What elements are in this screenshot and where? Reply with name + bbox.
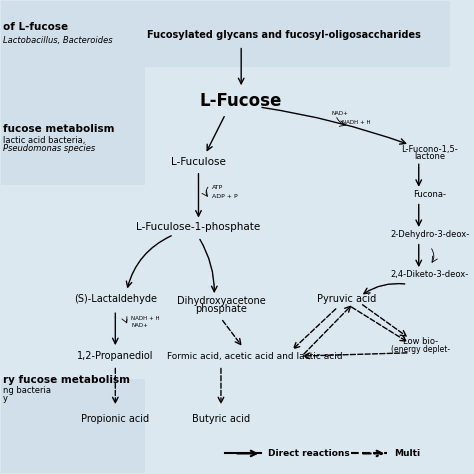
Text: ry fucose metabolism: ry fucose metabolism	[3, 375, 130, 385]
Text: 2-Dehydro-3-deox-: 2-Dehydro-3-deox-	[391, 230, 470, 239]
Text: Butyric acid: Butyric acid	[192, 414, 250, 424]
Text: Fucosylated glycans and fucosyl-oligosaccharides: Fucosylated glycans and fucosyl-oligosac…	[147, 30, 421, 40]
Text: (S)-Lactaldehyde: (S)-Lactaldehyde	[74, 294, 157, 304]
Text: (energy deplet-: (energy deplet-	[392, 345, 451, 354]
Text: Multi: Multi	[394, 449, 420, 458]
Text: Dihydroxyacetone: Dihydroxyacetone	[177, 296, 265, 306]
Text: ng bacteria: ng bacteria	[3, 386, 51, 395]
Text: lactone: lactone	[414, 152, 446, 161]
Text: 2,4-Diketo-3-deox-: 2,4-Diketo-3-deox-	[391, 270, 469, 279]
Bar	[0, 67, 145, 185]
Text: Fucona-: Fucona-	[413, 190, 447, 199]
Text: y: y	[3, 394, 8, 403]
Text: fucose metabolism: fucose metabolism	[3, 124, 114, 134]
Text: phosphate: phosphate	[195, 304, 247, 314]
Text: of L-fucose: of L-fucose	[3, 22, 68, 32]
Text: L-Fucono-1,5-: L-Fucono-1,5-	[401, 145, 458, 154]
Text: Direct reactions: Direct reactions	[268, 449, 350, 458]
Text: L-Fuculose-1-phosphate: L-Fuculose-1-phosphate	[137, 222, 261, 232]
Text: NAD+: NAD+	[332, 110, 348, 116]
Text: ATP: ATP	[212, 185, 223, 190]
Text: Formic acid, acetic acid and lactic acid: Formic acid, acetic acid and lactic acid	[167, 352, 343, 361]
Text: Pyruvic acid: Pyruvic acid	[317, 294, 376, 304]
Text: ADP + P: ADP + P	[212, 194, 237, 200]
Text: L-Fucose: L-Fucose	[200, 92, 283, 110]
Text: NAD+: NAD+	[131, 323, 148, 328]
Text: Low bio-: Low bio-	[403, 337, 438, 346]
Text: NADH + H: NADH + H	[131, 316, 160, 321]
Text: Pseudomonas species: Pseudomonas species	[3, 144, 95, 153]
Text: 1,2-Propanediol: 1,2-Propanediol	[77, 351, 154, 361]
Bar	[0, 379, 145, 474]
Text: lactic acid bacteria,: lactic acid bacteria,	[3, 136, 88, 145]
Bar	[0, 0, 450, 67]
Text: Propionic acid: Propionic acid	[81, 414, 149, 424]
Text: Lactobacillus, Bacteroides: Lactobacillus, Bacteroides	[3, 36, 112, 45]
Text: L-Fuculose: L-Fuculose	[171, 157, 226, 167]
Text: NADH + H: NADH + H	[341, 120, 370, 125]
